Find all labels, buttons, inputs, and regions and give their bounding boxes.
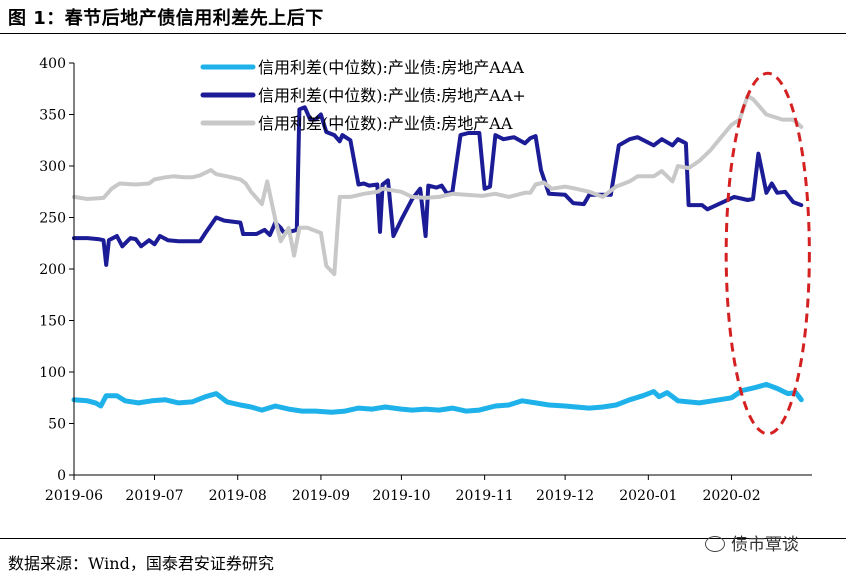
series-line-2 <box>72 94 804 277</box>
series-line-1 <box>72 105 804 267</box>
y-tick-label: 350 <box>39 108 66 124</box>
y-tick-label: 100 <box>39 365 66 381</box>
legend-label: 信用利差(中位数):产业债:房地产AA <box>258 114 513 133</box>
legend-label: 信用利差(中位数):产业债:房地产AA+ <box>258 86 526 105</box>
wechat-icon <box>705 536 725 552</box>
x-tick-label: 2019-09 <box>292 488 350 504</box>
x-tick-label: 2020-01 <box>619 488 677 504</box>
x-tick-label: 2019-12 <box>536 488 594 504</box>
figure-title: 图 1：春节后地产债信用利差先上后下 <box>8 8 324 29</box>
y-tick-label: 400 <box>39 56 66 72</box>
line-chart: 0 50 100 150 200 250 300 350 400 2019-06 2019-07 20… <box>39 56 812 504</box>
y-tick-label: 0 <box>57 468 66 484</box>
annotation <box>724 71 811 436</box>
y-tick-label: 300 <box>39 159 66 175</box>
legend: 信用利差(中位数):产业债:房地产AAA 信用利差(中位数):产业债:房地产AA+… <box>200 58 526 133</box>
legend-label: 信用利差(中位数):产业债:房地产AAA <box>258 58 524 77</box>
x-tick-label: 2019-10 <box>372 488 430 504</box>
data-source-note: 数据来源：Wind，国泰君安证券研究 <box>8 554 274 573</box>
top-rule <box>0 33 846 34</box>
y-tick-label: 150 <box>39 314 66 330</box>
y-tick-label: 200 <box>39 262 66 278</box>
axes: 0 50 100 150 200 250 300 350 400 2019-06 2019-07 20… <box>39 56 812 504</box>
series-line-3 <box>71 381 804 415</box>
x-tick-label: 2019-06 <box>45 488 103 504</box>
x-tick-label: 2019-07 <box>125 488 183 504</box>
watermark: 债市覃谈 <box>705 530 799 555</box>
x-tick-label: 2019-11 <box>456 488 514 504</box>
x-tick-label: 2020-02 <box>702 488 760 504</box>
series-lines <box>71 94 804 415</box>
y-tick-label: 250 <box>39 211 66 227</box>
watermark-text: 债市覃谈 <box>731 535 799 555</box>
x-tick-label: 2019-08 <box>209 488 267 504</box>
y-tick-label: 50 <box>48 417 66 433</box>
annotation-ellipse <box>724 71 811 436</box>
bottom-rule <box>0 538 846 539</box>
